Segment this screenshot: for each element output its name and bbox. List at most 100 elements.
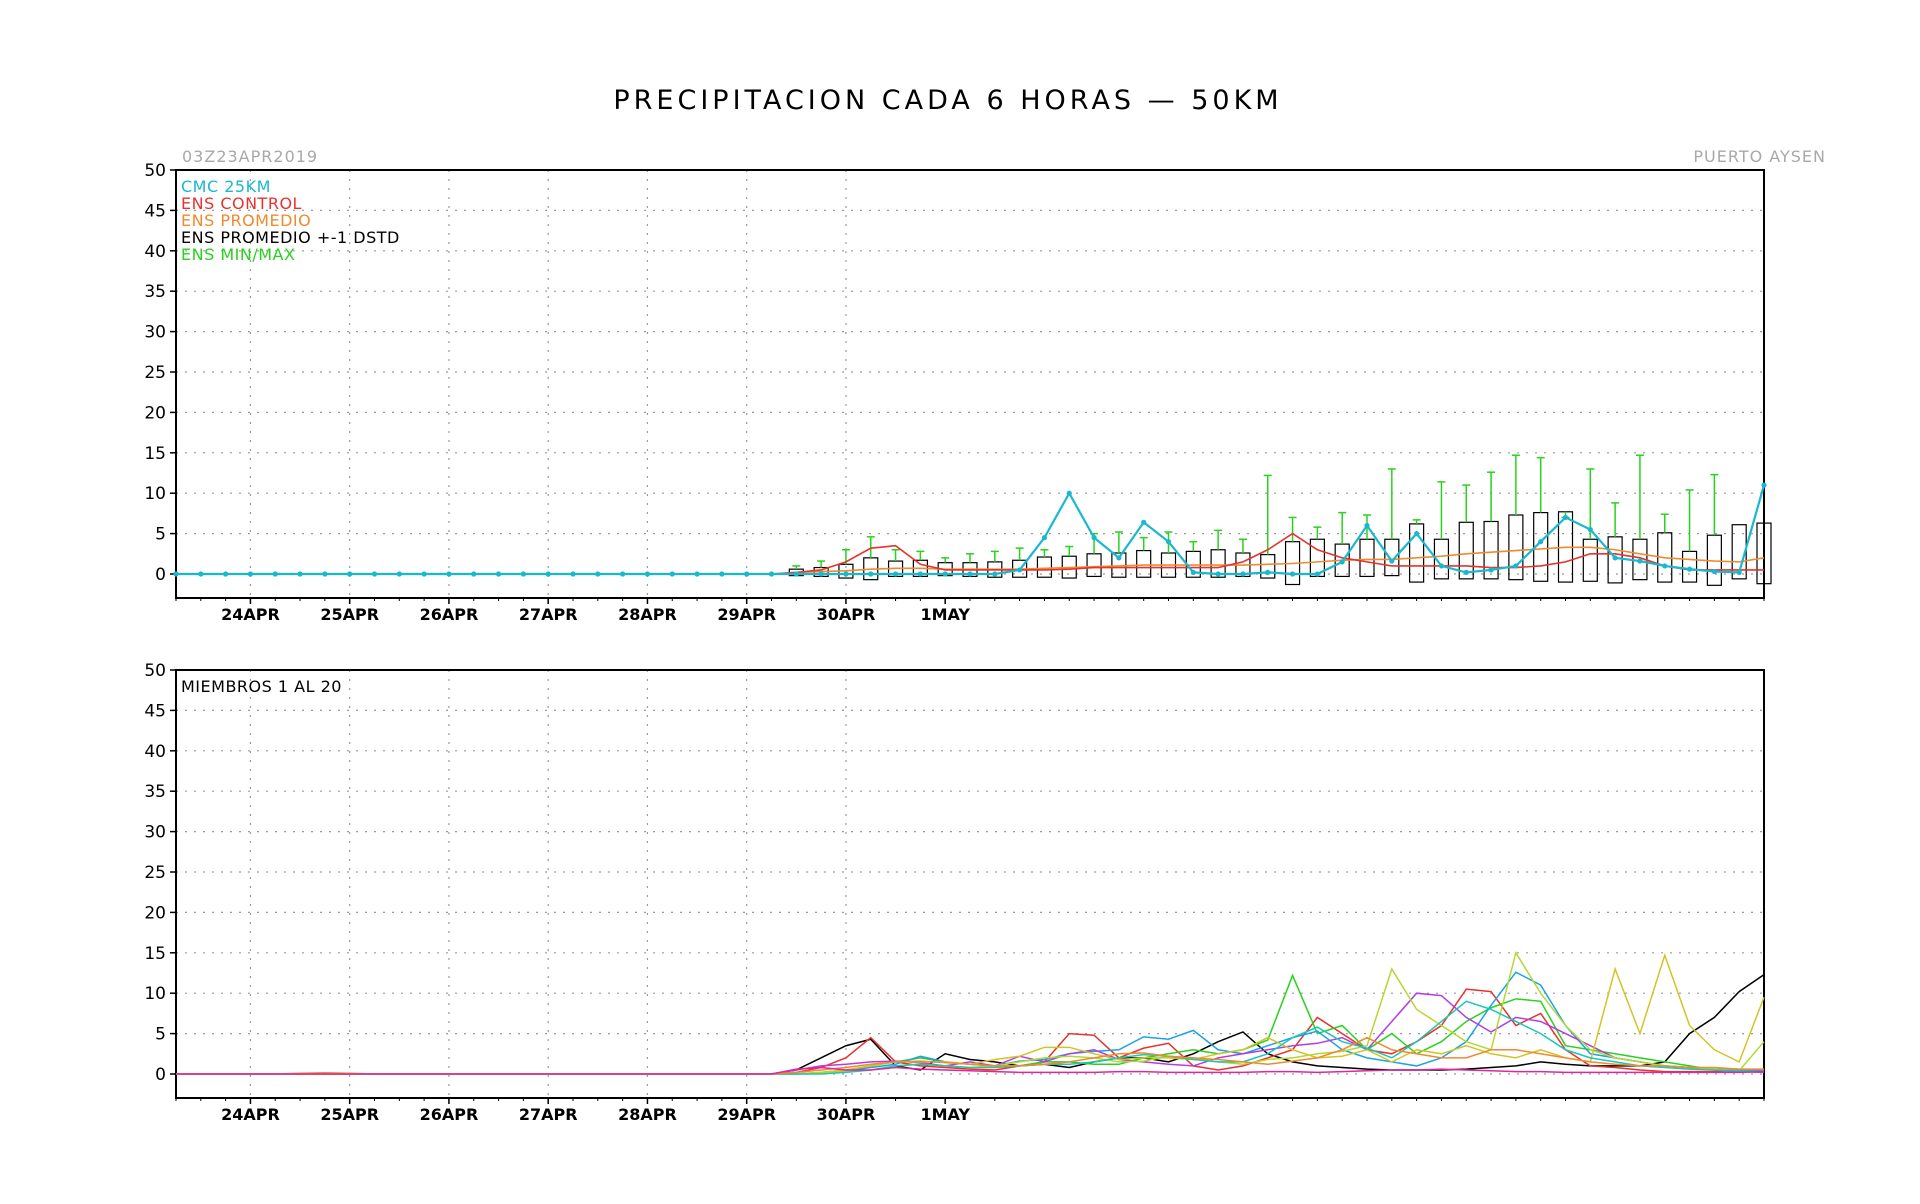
- member-line: [176, 992, 1765, 1075]
- cmc-point: [1736, 569, 1742, 575]
- y-tick-label: 30: [144, 823, 166, 843]
- y-tick-label: 10: [144, 484, 166, 504]
- member-line: [176, 1000, 1765, 1075]
- x-tick-label: 1MAY: [920, 1105, 970, 1124]
- x-tick-label: 27APR: [519, 1105, 578, 1124]
- cmc-point: [1165, 539, 1172, 545]
- x-tick-label: 29APR: [717, 605, 776, 624]
- cmc-point: [719, 571, 725, 577]
- x-tick-label: 24APR: [221, 1105, 280, 1124]
- y-tick-label: 0: [155, 1065, 166, 1085]
- cmc-point: [1265, 569, 1271, 575]
- cmc-point: [818, 571, 824, 577]
- x-tick-label: 26APR: [420, 605, 479, 624]
- x-tick-label: 25APR: [320, 605, 379, 624]
- y-tick-label: 45: [144, 201, 166, 221]
- plot-frame: [175, 669, 1765, 1099]
- location-label: PUERTO AYSEN: [1693, 147, 1826, 166]
- y-tick-label: 5: [155, 1025, 166, 1045]
- y-tick-label: 30: [144, 323, 166, 343]
- cmc-point: [768, 571, 775, 577]
- cmc-point: [1041, 535, 1048, 541]
- cmc-point: [1711, 568, 1717, 575]
- y-tick-label: 45: [144, 701, 166, 721]
- x-tick-label: 1MAY: [920, 605, 970, 624]
- cmc-point: [1240, 571, 1246, 577]
- legend-entry: ENS CONTROL: [181, 194, 302, 213]
- cmc-point: [917, 571, 923, 577]
- cmc-point: [744, 571, 750, 577]
- cmc-point: [967, 571, 973, 577]
- cmc-point: [322, 571, 328, 577]
- cmc-point: [644, 571, 651, 577]
- cmc-point: [868, 571, 874, 577]
- y-tick-label: 40: [144, 242, 166, 262]
- dstd-box: [1384, 538, 1400, 577]
- cmc-point: [1414, 531, 1420, 537]
- cmc-point: [272, 571, 278, 577]
- cmc-point: [892, 571, 899, 577]
- member-line: [176, 952, 1765, 1075]
- cmc-point: [1215, 571, 1221, 577]
- y-tick-label: 10: [144, 984, 166, 1004]
- cmc-point: [1637, 558, 1643, 564]
- cmc-point: [1017, 567, 1023, 573]
- chart-title: PRECIPITACION CADA 6 HORAS — 50KM: [613, 85, 1282, 116]
- dstd-box: [1359, 538, 1375, 578]
- cmc-point: [297, 571, 303, 577]
- cmc-point: [1116, 555, 1122, 561]
- y-tick-label: 15: [144, 944, 166, 964]
- cmc-point: [396, 571, 402, 577]
- x-tick-label: 29APR: [717, 1105, 776, 1124]
- dstd-box: [1508, 514, 1524, 581]
- cmc-point: [1141, 519, 1147, 525]
- member-line: [176, 1066, 1765, 1075]
- x-tick-label: 25APR: [320, 1105, 379, 1124]
- cmc-point: [198, 571, 204, 577]
- cmc-point: [347, 571, 353, 577]
- legend-entry: ENS PROMEDIO: [181, 211, 311, 230]
- cmc-point: [223, 571, 229, 577]
- x-tick-label: 28APR: [618, 605, 677, 624]
- cmc-point: [371, 571, 378, 577]
- y-tick-label: 25: [144, 363, 166, 383]
- cmc-point: [1488, 567, 1494, 573]
- cmc-point: [421, 571, 427, 577]
- y-tick-label: 20: [144, 403, 166, 423]
- cmc-point: [1339, 559, 1345, 565]
- cmc-point: [1538, 539, 1544, 545]
- cmc-point: [173, 571, 179, 577]
- ensemble-members-panel: 0 5 10 15 20 25 30 35 40 45 50 24APR 25APR 26APR 27APR…: [144, 661, 1765, 1124]
- legend-entry: ENS MIN/MAX: [181, 245, 295, 264]
- cmc-point: [1066, 490, 1072, 496]
- cmc-point: [620, 571, 626, 577]
- cmc-point: [1364, 522, 1370, 529]
- ensemble-summary-panel: 0 5 10 15 20 25 30 35 40 45 50 24APR 25APR 26APR 27APR…: [144, 161, 1772, 624]
- dstd-box: [1086, 553, 1102, 578]
- cmc-point: [446, 571, 452, 577]
- y-tick-label: 20: [144, 903, 166, 923]
- x-tick-label: 30APR: [817, 1105, 876, 1124]
- plot-frame: [175, 169, 1765, 599]
- cmc-point: [595, 571, 601, 577]
- cmc-point: [942, 571, 948, 577]
- cmc-point: [843, 571, 849, 577]
- cmc-point: [1612, 555, 1618, 561]
- y-tick-label: 25: [144, 863, 166, 883]
- cmc-point: [1587, 526, 1593, 533]
- y-tick-label: 40: [144, 742, 166, 762]
- y-tick-label: 5: [155, 525, 166, 545]
- cmc-point: [1091, 535, 1097, 541]
- init-time-label: 03Z23APR2019: [182, 147, 318, 166]
- cmc-point: [694, 571, 700, 577]
- cmc-point: [1761, 482, 1767, 488]
- cmc-point: [1463, 569, 1469, 575]
- cmc-point: [992, 571, 998, 577]
- cmc-point: [1314, 571, 1320, 577]
- cmc-point: [1662, 563, 1668, 569]
- cmc-point: [247, 571, 254, 577]
- cmc-point: [1513, 563, 1519, 569]
- y-tick-label: 50: [144, 161, 166, 181]
- y-tick-label: 15: [144, 444, 166, 464]
